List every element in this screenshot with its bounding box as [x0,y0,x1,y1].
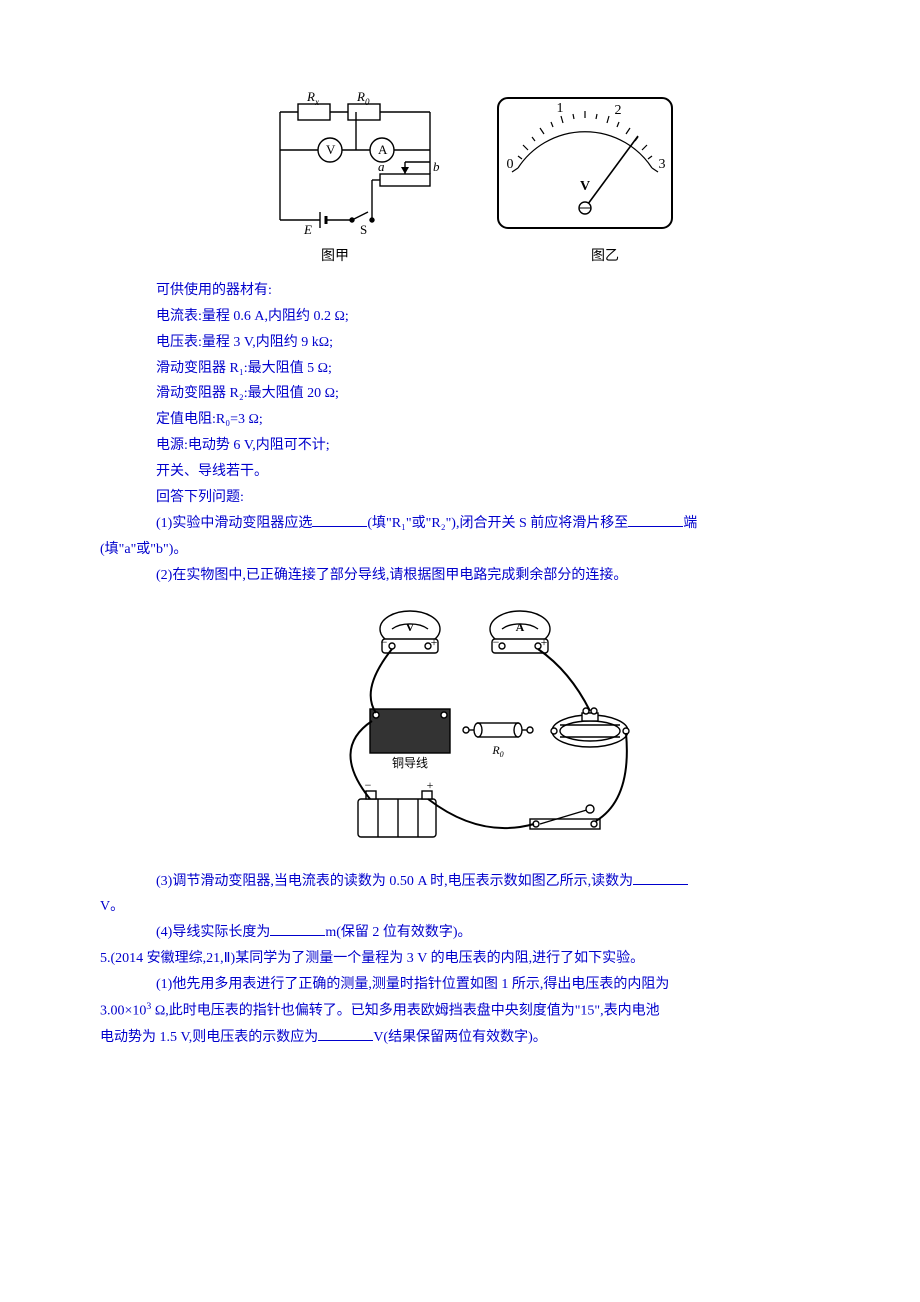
svg-text:+: + [431,635,438,649]
figure-row-1: Rx R0 V A a b E S [100,90,840,240]
figure-captions-1: 图甲 图乙 [100,244,840,270]
wiring-figure: V A − + − + 铜导线 R0 − + [100,599,840,859]
circuit-diagram: Rx R0 V A a b E S [260,90,450,240]
caption-circuit: 图甲 [260,244,410,270]
equip-1: 电压表:量程 3 V,内阻约 9 kΩ; [156,330,840,356]
question-1: (1)实验中滑动变阻器应选(填"R₁"或"R₂"),闭合开关 S 前应将滑片移至… [156,511,840,537]
svg-text:−: − [381,635,388,649]
svg-text:−: − [365,778,372,792]
equip-2: 滑动变阻器 R₁:最大阻值 5 Ω; [156,356,840,382]
problem-5-1c: 电动势为 1.5 V,则电压表的示数应为V(结果保留两位有效数字)。 [100,1025,840,1051]
svg-text:3: 3 [659,157,666,172]
equip-0: 电流表:量程 0.6 A,内阻约 0.2 Ω; [156,304,840,330]
question-3: (3)调节滑动变阻器,当电流表的读数为 0.50 A 时,电压表示数如图乙所示,… [156,869,840,895]
svg-text:a: a [378,159,385,174]
question-1b: (填"a"或"b")。 [100,537,840,563]
problem-5: 5.(2014 安徽理综,21,Ⅱ)某同学为了测量一个量程为 3 V 的电压表的… [100,946,840,972]
svg-text:b: b [433,159,440,174]
svg-text:V: V [326,142,336,157]
question-2: (2)在实物图中,已正确连接了部分导线,请根据图甲电路完成剩余部分的连接。 [156,563,840,589]
equip-3: 滑动变阻器 R₂:最大阻值 20 Ω; [156,381,840,407]
svg-text:A: A [516,620,525,634]
question-3b: V。 [100,894,840,920]
svg-text:0: 0 [507,157,514,172]
svg-text:2: 2 [615,103,622,118]
blank-vread2 [318,1026,373,1041]
blank-r-choice [312,512,367,527]
voltmeter-dial: 0 1 2 3 V [490,90,680,240]
svg-text:R0: R0 [491,743,503,759]
svg-text:V: V [406,620,415,634]
svg-text:+: + [427,778,434,792]
caption-meter: 图乙 [530,244,680,270]
svg-text:E: E [303,222,312,237]
equip-5: 电源:电动势 6 V,内阻可不计; [156,433,840,459]
answer-header: 回答下列问题: [156,485,840,511]
svg-text:S: S [360,222,367,237]
svg-text:−: − [493,635,500,649]
blank-side [628,512,683,527]
question-4: (4)导线实际长度为m(保留 2 位有效数字)。 [156,920,840,946]
equip-4: 定值电阻:R₀=3 Ω; [156,407,840,433]
equip-6: 开关、导线若干。 [156,459,840,485]
problem-5-1b: 3.00×103 Ω,此时电压表的指针也偏转了。已知多用表欧姆挡表盘中央刻度值为… [100,998,840,1025]
svg-text:1: 1 [557,101,564,116]
blank-voltread [633,870,688,885]
svg-text:铜导线: 铜导线 [392,755,428,770]
problem-5-1a: (1)他先用多用表进行了正确的测量,测量时指针位置如图 1 所示,得出电压表的内… [156,972,840,998]
svg-text:+: + [541,635,548,649]
svg-text:A: A [378,142,388,157]
blank-length [270,921,325,936]
svg-text:V: V [580,179,590,194]
equipment-intro: 可供使用的器材有: [156,278,840,304]
